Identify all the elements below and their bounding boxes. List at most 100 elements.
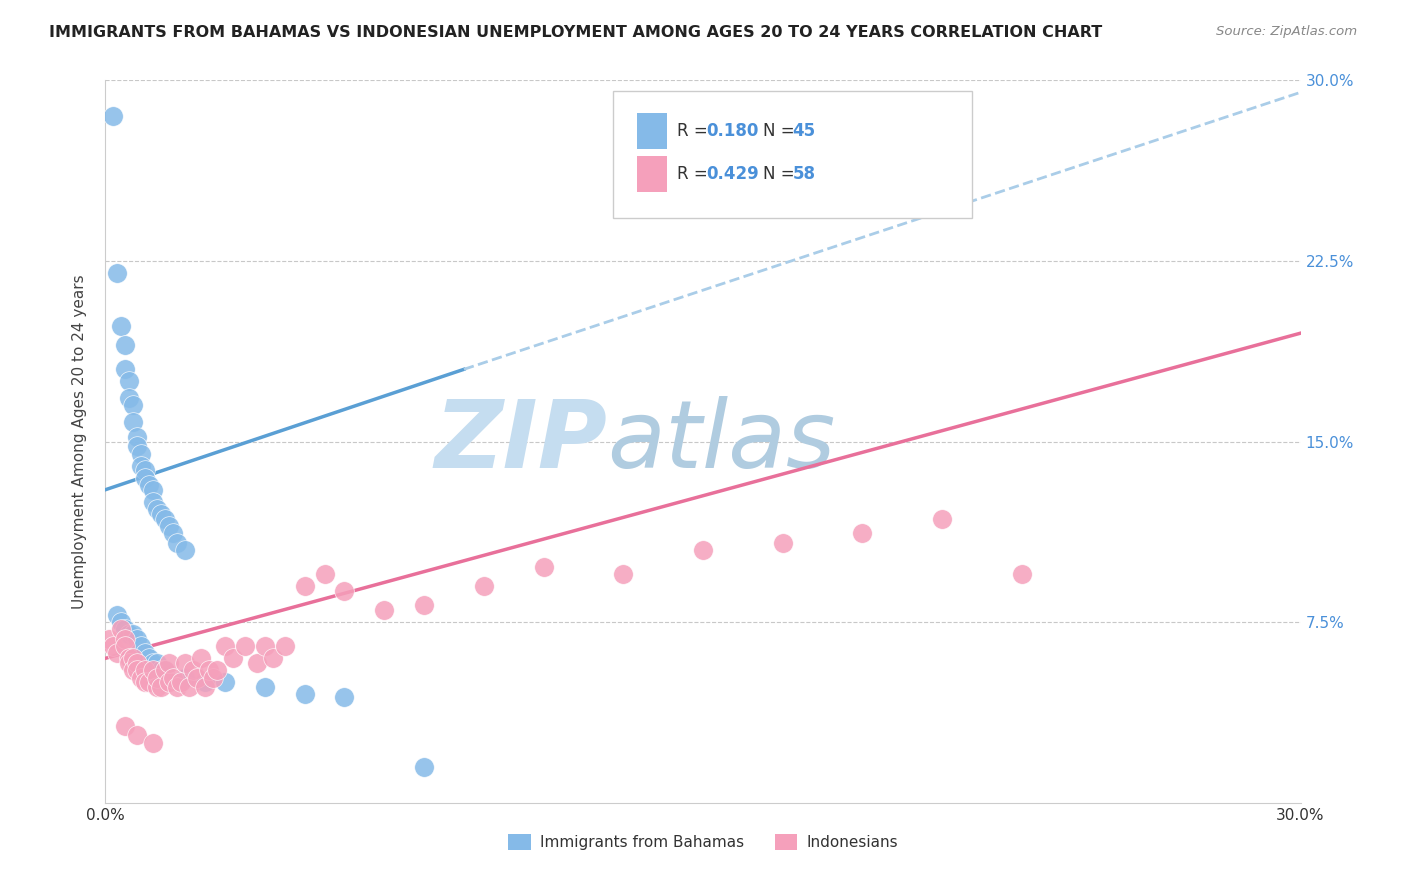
Point	[692, 542, 714, 557]
Point	[153, 664, 177, 678]
Point	[122, 415, 145, 429]
Point	[122, 651, 145, 665]
Text: 45: 45	[793, 122, 815, 140]
Point	[612, 567, 634, 582]
Point	[129, 639, 153, 653]
Point	[153, 664, 177, 678]
Point	[142, 735, 165, 749]
Point	[142, 483, 165, 497]
Point	[198, 664, 221, 678]
Point	[122, 398, 145, 412]
Point	[103, 639, 125, 653]
Point	[127, 439, 149, 453]
Point	[118, 391, 141, 405]
Point	[174, 671, 197, 685]
Point	[174, 656, 197, 670]
Point	[157, 675, 180, 690]
Point	[127, 632, 149, 646]
Point	[107, 607, 129, 622]
Point	[146, 680, 169, 694]
Text: R =: R =	[676, 122, 713, 140]
Text: N =: N =	[762, 165, 800, 183]
Text: ZIP: ZIP	[434, 395, 607, 488]
Point	[127, 728, 149, 742]
FancyBboxPatch shape	[637, 156, 668, 193]
Point	[114, 719, 136, 733]
Point	[134, 647, 156, 661]
Point	[129, 458, 153, 473]
Point	[253, 680, 276, 694]
Point	[233, 639, 256, 653]
Point	[772, 535, 794, 549]
Point	[110, 615, 132, 630]
Point	[114, 362, 136, 376]
Point	[246, 656, 269, 670]
Point	[202, 671, 225, 685]
Point	[146, 671, 169, 685]
Point	[153, 511, 177, 525]
Point	[157, 518, 180, 533]
Point	[194, 675, 217, 690]
FancyBboxPatch shape	[613, 91, 972, 218]
Point	[214, 639, 236, 653]
Point	[273, 639, 295, 653]
Point	[194, 680, 217, 694]
Point	[214, 675, 236, 690]
Point	[294, 687, 316, 701]
Point	[174, 542, 197, 557]
Point	[186, 671, 208, 685]
Point	[114, 639, 136, 653]
Point	[129, 446, 153, 460]
Point	[931, 511, 953, 525]
Point	[413, 599, 436, 613]
Point	[413, 760, 436, 774]
Point	[166, 680, 188, 694]
Point	[1011, 567, 1033, 582]
Point	[138, 651, 160, 665]
Text: N =: N =	[762, 122, 800, 140]
Point	[157, 656, 180, 670]
Point	[150, 507, 173, 521]
Point	[170, 675, 193, 690]
Point	[118, 651, 141, 665]
Point	[162, 526, 184, 541]
Point	[851, 526, 873, 541]
Point	[110, 318, 132, 333]
Point	[129, 671, 153, 685]
Point	[114, 338, 136, 352]
Point	[114, 623, 136, 637]
Point	[205, 664, 228, 678]
Text: 0.180: 0.180	[707, 122, 759, 140]
Point	[134, 675, 156, 690]
Point	[142, 656, 165, 670]
Point	[110, 623, 132, 637]
Point	[150, 680, 173, 694]
Point	[294, 579, 316, 593]
Point	[127, 664, 149, 678]
Point	[314, 567, 336, 582]
Point	[253, 639, 276, 653]
Point	[373, 603, 395, 617]
Point	[262, 651, 284, 665]
Point	[134, 470, 156, 484]
Point	[138, 675, 160, 690]
Point	[127, 430, 149, 444]
Point	[107, 266, 129, 280]
Point	[103, 109, 125, 123]
Point	[122, 627, 145, 641]
Point	[122, 664, 145, 678]
Point	[150, 664, 173, 678]
Point	[118, 627, 141, 641]
Point	[134, 463, 156, 477]
Point	[146, 502, 169, 516]
Point	[138, 478, 160, 492]
Point	[142, 664, 165, 678]
Point	[114, 632, 136, 646]
Point	[333, 583, 356, 598]
Text: IMMIGRANTS FROM BAHAMAS VS INDONESIAN UNEMPLOYMENT AMONG AGES 20 TO 24 YEARS COR: IMMIGRANTS FROM BAHAMAS VS INDONESIAN UN…	[49, 25, 1102, 40]
Text: Source: ZipAtlas.com: Source: ZipAtlas.com	[1216, 25, 1357, 38]
Point	[127, 656, 149, 670]
Y-axis label: Unemployment Among Ages 20 to 24 years: Unemployment Among Ages 20 to 24 years	[72, 274, 87, 609]
Point	[146, 656, 169, 670]
Point	[333, 690, 356, 704]
